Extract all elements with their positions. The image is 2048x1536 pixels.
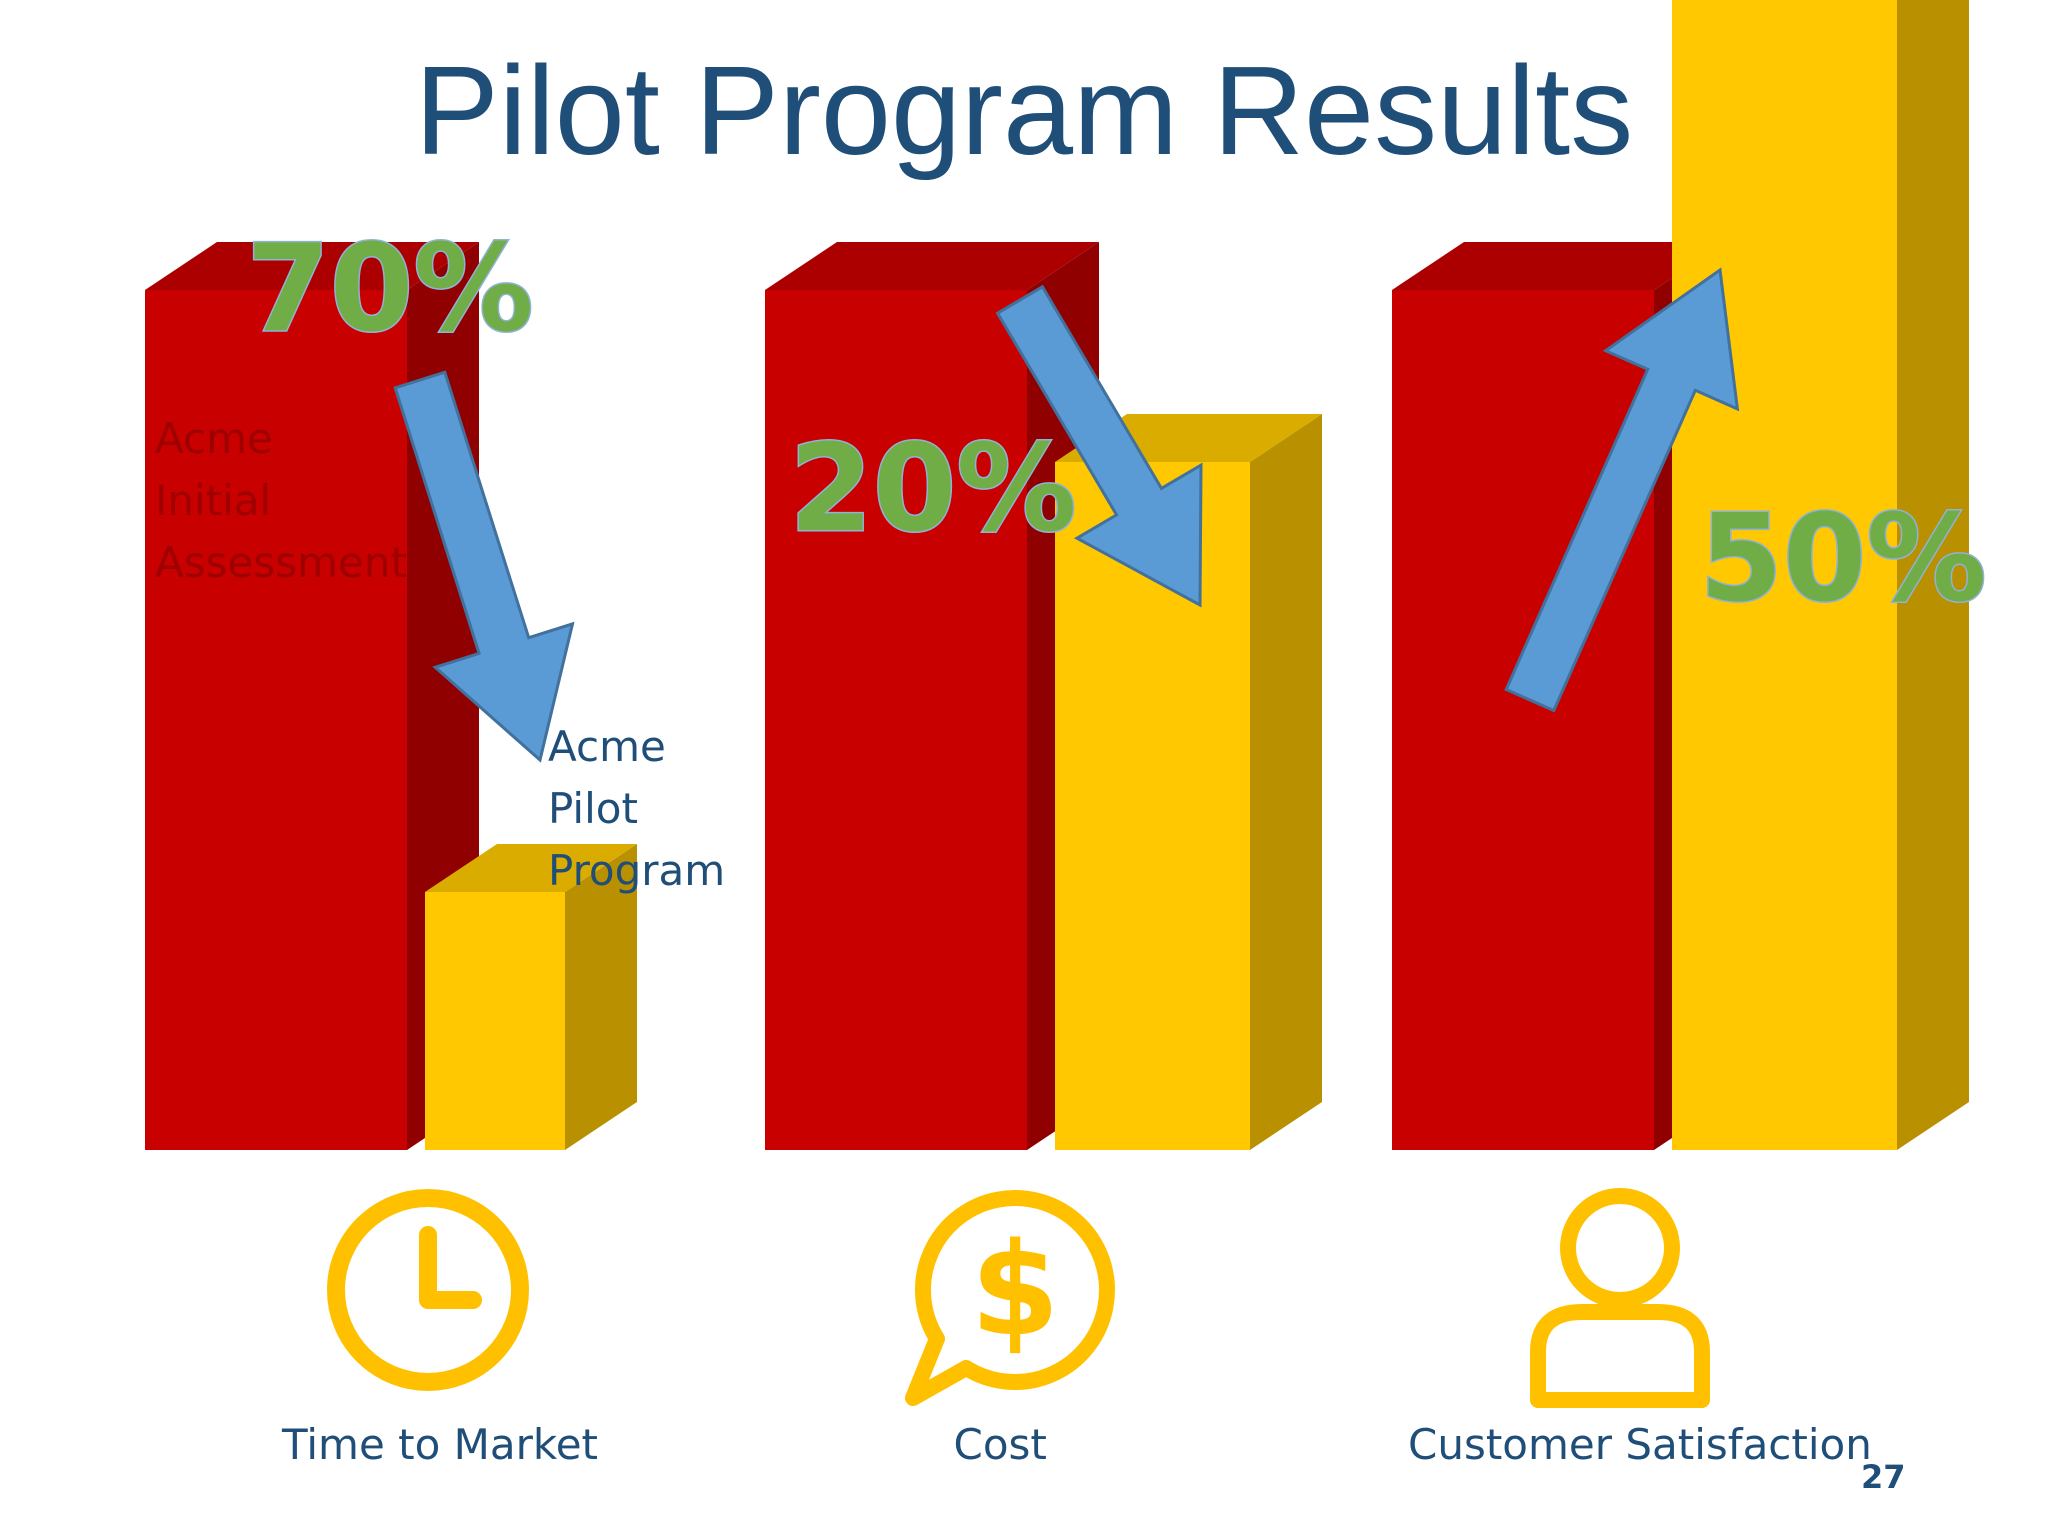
page-title: Pilot Program Results [414,40,1634,181]
person-icon [1530,1188,1710,1408]
bar-pilot-1 [425,844,637,1150]
legend-pilot-program: Acme Pilot Program [548,716,725,902]
page-number: 27 [1861,1458,1906,1496]
arrow-down-time-to-market [393,370,575,763]
percent-change-3: 50% [1699,490,1986,629]
legend-word: Acme [155,414,273,463]
legend-word: Initial [155,476,272,525]
bar-pilot-3 [1672,0,1969,1150]
percent-change-1: 70% [246,220,533,359]
category-label-3: Customer Satisfaction [1408,1420,1872,1469]
arrow-down-cost [995,284,1203,608]
legend-initial-assessment: Acme Initial Assessment [155,408,407,594]
arrow-up-customer-satisfaction [1504,267,1740,713]
category-label-1: Time to Market [282,1420,599,1469]
legend-word: Acme [548,722,666,771]
legend-word: Program [548,846,726,895]
percent-change-2: 20% [789,420,1076,559]
svg-text:$: $ [970,1216,1059,1365]
bar-pilot-2 [1055,414,1322,1150]
legend-word: Assessment [155,538,407,587]
category-label-2: Cost [953,1420,1047,1469]
dollar-chat-icon: $ [905,1190,1115,1406]
legend-word: Pilot [548,784,638,833]
clock-icon [327,1189,529,1391]
